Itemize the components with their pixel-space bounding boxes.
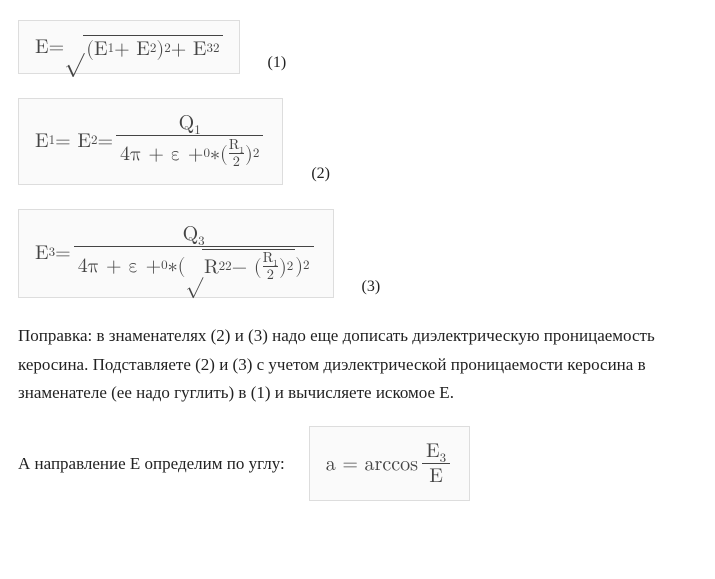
eq2-num-a: Q [179,113,195,133]
eq3-inner-sqrt: √ R22 − ( R1 2 )2 [185,249,295,283]
eq3-den-b: ∗( [168,256,186,276]
equation-2-box: E1 = E2 = Q1 4π + ε +0 ∗( R1 2 )2 [18,98,283,185]
equation-2-number: (2) [311,165,330,185]
eq2-lhs-c: = [97,131,113,151]
eq1-eq: = [49,37,65,57]
equation-1-row: E = √ (E1 + E2 )2 + E32 (1) [18,20,697,74]
eq1-rad-b: + E [114,39,150,59]
eq1-lhs: E [35,37,49,57]
eq3-rad-c: ) [279,257,287,277]
equation-1-number: (1) [268,54,287,74]
eq3-den-a: 4π + ε + [78,256,161,276]
eq4-lhs: a = arccos [326,454,418,474]
eq4-num-a: E [426,441,440,461]
eq3-rad-b: − ( [232,257,262,277]
eq2-denominator: 4π + ε +0 ∗( R1 2 )2 [116,135,263,170]
eq4-numerator: E3 [422,441,450,463]
eq2-sfrac-den: 2 [229,153,244,169]
eq3-den-c: ) [295,256,303,276]
eq4-denominator: E [422,463,450,486]
eq2-den-c: ) [245,144,253,164]
eq1-sqrt: √ (E1 + E2 )2 + E32 [64,35,222,59]
sqrt-icon: √ [64,35,84,59]
eq3-num-a: Q [183,224,199,244]
eq2-den-b: ∗( [210,144,228,164]
eq2-den-a: 4π + ε + [120,144,203,164]
eq1-radicand: (E1 + E2 )2 + E32 [83,35,222,59]
equation-3-box: E3 = Q3 4π + ε +0 ∗( √ R22 − ( R1 2 [18,209,334,298]
eq2-lhs-a: E [35,131,49,151]
equation-3-number: (3) [362,278,381,298]
eq3-denominator: 4π + ε +0 ∗( √ R22 − ( R1 2 )2 )2 [74,246,314,283]
eq3-sfrac-num: R1 [263,251,278,266]
eq2-fraction: Q1 4π + ε +0 ∗( R1 2 )2 [116,113,263,170]
eq3-rad-a: R [204,257,219,277]
equation-1-box: E = √ (E1 + E2 )2 + E32 [18,20,240,74]
eq1-rad-c: ) [156,39,164,59]
eq1-rad-d: + E [171,39,207,59]
direction-text: А направление Е определим по углу: [18,454,285,474]
eq1-rad-a: (E [86,39,107,59]
correction-paragraph: Поправка: в знаменателях (2) и (3) надо … [18,322,697,409]
eq3-small-frac: R1 2 [263,251,278,283]
eq3-inner-radicand: R22 − ( R1 2 )2 [202,249,295,283]
direction-row: А направление Е определим по углу: a = a… [18,426,697,501]
eq2-numerator: Q1 [116,113,263,135]
eq3-lhs-a: E [35,243,49,263]
eq3-fraction: Q3 4π + ε +0 ∗( √ R22 − ( R1 2 )2 [74,224,314,283]
eq4-fraction: E3 E [422,441,450,486]
eq2-lhs-b: = E [55,131,91,151]
equation-2-row: E1 = E2 = Q1 4π + ε +0 ∗( R1 2 )2 (2) [18,98,697,185]
eq3-lhs-b: = [55,243,71,263]
eq3-sfrac-den: 2 [263,266,278,282]
equation-4-box: a = arccos E3 E [309,426,470,501]
eq2-sfrac-num: R1 [229,138,244,153]
sqrt-icon: √ [185,262,203,283]
eq2-small-frac: R1 2 [229,138,244,170]
equation-3-row: E3 = Q3 4π + ε +0 ∗( √ R22 − ( R1 2 [18,209,697,298]
eq3-numerator: Q3 [74,224,314,246]
